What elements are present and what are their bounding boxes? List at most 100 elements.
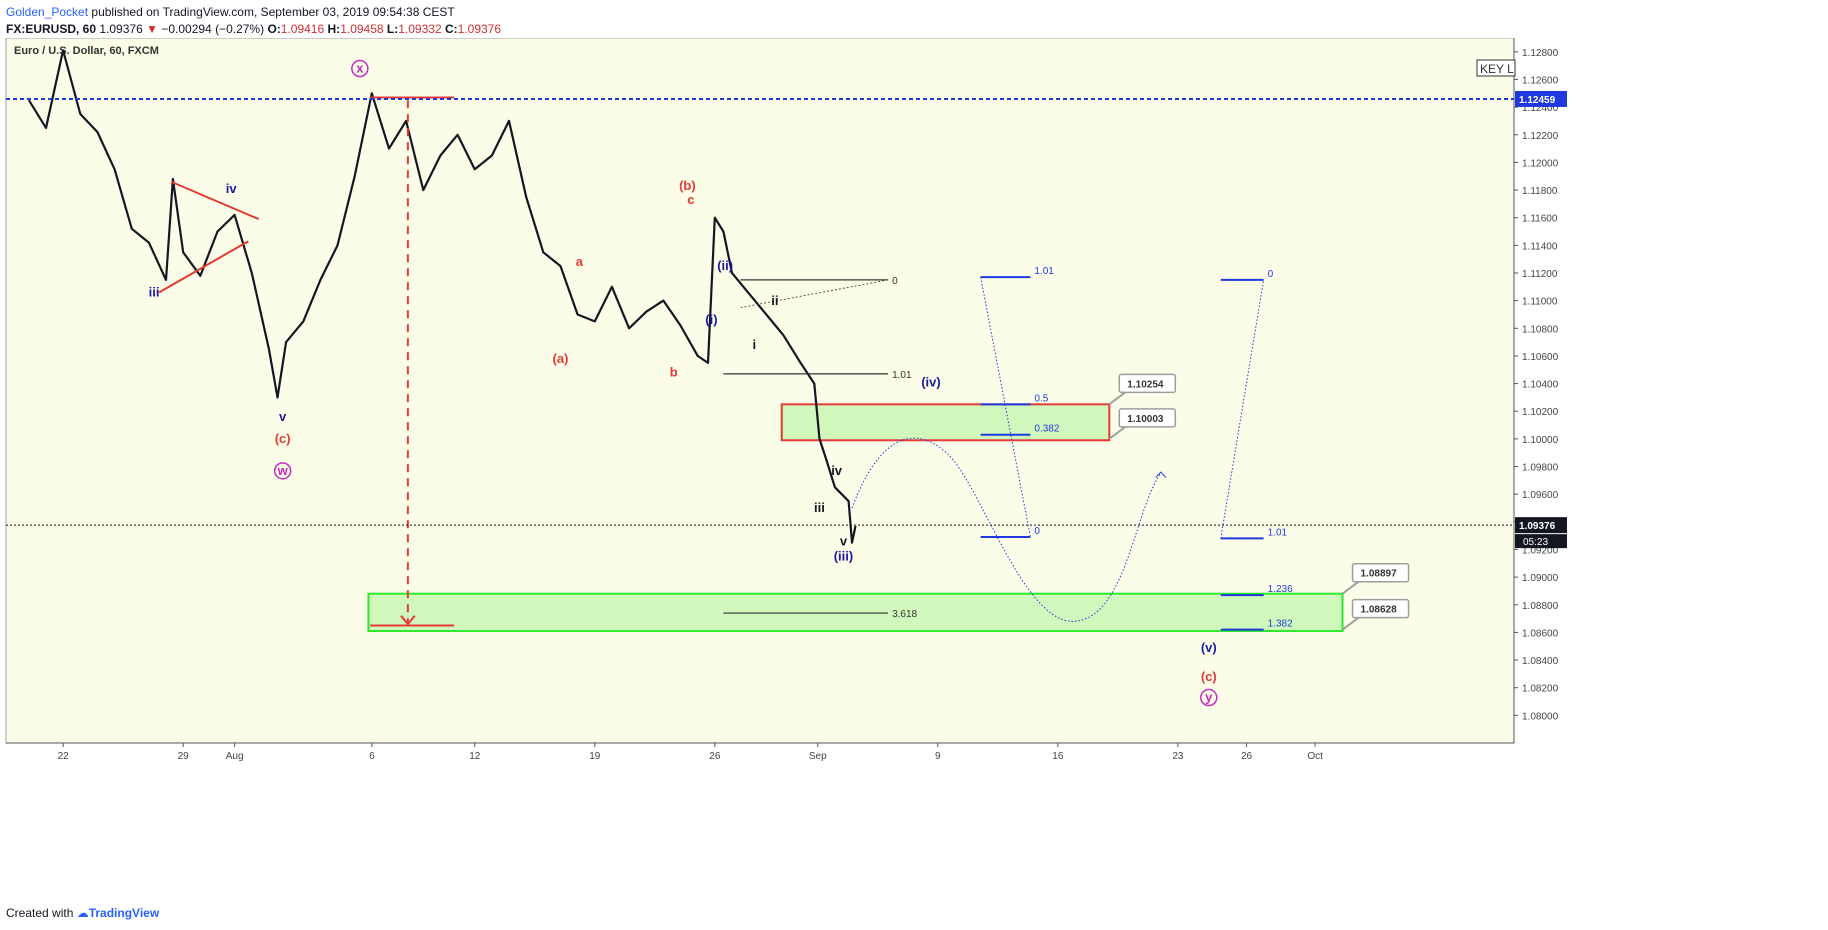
wave-label: (c)	[1201, 669, 1217, 684]
projection-path	[1220, 279, 1265, 539]
triangle-lower-line	[158, 240, 249, 294]
y-tick-label: 1.09200	[1522, 545, 1559, 556]
y-tick-label: 1.11000	[1522, 297, 1558, 308]
y-tick-label: 1.11600	[1522, 214, 1558, 225]
y-tick-label: 1.08000	[1522, 711, 1559, 722]
price-axis-panel	[1514, 38, 1828, 743]
price-line-label-box	[1515, 90, 1567, 107]
x-tick-label: 6	[369, 751, 375, 762]
author-link[interactable]: Golden_Pocket	[6, 5, 89, 19]
x-tick-label: Oct	[1307, 751, 1323, 762]
y-tick-label: 1.12600	[1522, 75, 1559, 86]
blue-fib-label: 1.382	[1268, 619, 1293, 630]
blue-fib-label: 1.01	[1268, 527, 1288, 538]
symbol-label: FX:EURUSD, 60	[6, 22, 97, 36]
callout-label: 1.08628	[1361, 605, 1398, 616]
fib-level-label: 0	[892, 276, 898, 287]
projection-arrow-head	[400, 615, 416, 626]
forecast-path	[851, 437, 1162, 622]
fib-connector-line	[740, 279, 889, 309]
blue-fib-label: 0	[1034, 526, 1040, 537]
wave-circle	[351, 59, 369, 78]
close-value: 1.09376	[457, 22, 502, 36]
price-series-line	[27, 49, 857, 544]
blue-fib-label: 0.5	[1034, 393, 1048, 404]
wave-label: iv	[226, 181, 238, 196]
open-label: O:	[267, 22, 281, 36]
y-tick-label: 1.08800	[1522, 601, 1559, 612]
y-tick-label: 1.08600	[1522, 628, 1559, 639]
created-with-text: Created with	[6, 906, 74, 920]
x-tick-label: 22	[58, 751, 70, 762]
wave-label: iii	[149, 285, 160, 300]
fib-level-label: 1.01	[892, 370, 912, 381]
y-tick-label: 1.10000	[1522, 435, 1559, 446]
key-label-box	[1476, 59, 1516, 77]
x-tick-label: 12	[469, 751, 481, 762]
footer: Created with ☁TradingView	[6, 906, 159, 920]
wave-label: (c)	[275, 431, 291, 446]
callout-pointer	[1341, 616, 1360, 631]
y-tick-label: 1.12800	[1522, 48, 1559, 59]
price-change: −0.00294 (−0.27%)	[161, 22, 265, 36]
low-value: 1.09332	[398, 22, 442, 36]
chart-area[interactable]: 1.12800 1.12600 1.12400 1.12200 1.12000 1.118…	[0, 22, 1828, 910]
x-tick-label: 23	[1172, 751, 1184, 762]
wave-label: (ii)	[717, 258, 733, 273]
price-line-label-box	[1515, 517, 1567, 534]
chart-header: Golden_Pocket published on TradingView.c…	[6, 4, 1006, 38]
x-tick-label: Sep	[809, 751, 827, 762]
down-arrow-icon: ▼	[146, 22, 158, 36]
high-value: 1.09458	[340, 22, 384, 36]
tradingview-brand[interactable]: TradingView	[88, 906, 160, 920]
wave-label: c	[687, 192, 694, 207]
publish-line: Golden_Pocket published on TradingView.c…	[6, 4, 1006, 21]
wave-label: iv	[831, 463, 843, 478]
low-label: L:	[386, 22, 399, 36]
open-value: 1.09416	[280, 22, 325, 36]
price-line-label: 1.09376	[1519, 521, 1556, 532]
forecast-arrow-head	[1155, 471, 1167, 478]
callout-box	[1351, 598, 1410, 619]
y-tick-label: 1.12200	[1522, 131, 1559, 142]
tradingview-logo-icon: ☁	[76, 906, 89, 920]
wave-label: v	[840, 533, 848, 548]
y-tick-label: 1.08200	[1522, 684, 1559, 695]
price-line-label: 1.12459	[1519, 95, 1556, 106]
x-tick-label: Aug	[226, 751, 244, 762]
y-tick-label: 1.10200	[1522, 407, 1559, 418]
target-zone	[367, 592, 1344, 633]
wave-circle	[1200, 688, 1218, 707]
wave-label: (v)	[1201, 640, 1217, 655]
x-tick-label: 19	[589, 751, 601, 762]
y-tick-label: 1.12400	[1522, 103, 1559, 114]
wave-label: y	[1205, 690, 1213, 705]
chart-title: Euro / U.S. Dollar, 60, FXCM	[14, 45, 159, 57]
x-tick-label: 26	[709, 751, 721, 762]
price-chart[interactable]: 1.12800 1.12600 1.12400 1.12200 1.12000 1.118…	[0, 22, 1828, 910]
wave-label: (a)	[553, 351, 569, 366]
countdown-label: 05:23	[1523, 537, 1548, 548]
blue-fib-label: 1.236	[1268, 584, 1293, 595]
y-tick-label: 1.11200	[1522, 269, 1558, 280]
callout-box	[1351, 562, 1410, 583]
wave-label: (b)	[679, 178, 696, 193]
blue-fib-label: 1.01	[1034, 266, 1054, 277]
wave-label: a	[576, 254, 584, 269]
callout-pointer	[1341, 580, 1360, 595]
x-tick-label: 16	[1052, 751, 1064, 762]
triangle-upper-line	[170, 180, 260, 221]
callout-label: 1.10003	[1127, 414, 1164, 425]
blue-fib-label: 0.382	[1034, 424, 1059, 435]
y-tick-label: 1.10800	[1522, 324, 1559, 335]
wave-label: v	[279, 409, 287, 424]
close-label: C:	[444, 22, 458, 36]
callout-pointer	[1108, 391, 1126, 406]
y-tick-label: 1.12000	[1522, 158, 1559, 169]
x-tick-label: 9	[935, 751, 941, 762]
blue-fib-label: 0	[1268, 269, 1274, 280]
callout-box	[1118, 408, 1177, 428]
x-tick-label: 29	[178, 751, 190, 762]
y-tick-label: 1.09000	[1522, 573, 1559, 584]
wave-label: (iv)	[921, 374, 941, 389]
